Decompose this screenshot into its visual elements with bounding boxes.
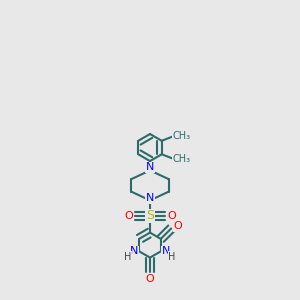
Text: O: O xyxy=(146,274,154,284)
Text: N: N xyxy=(146,193,154,203)
Text: O: O xyxy=(167,211,176,221)
Text: S: S xyxy=(146,209,154,223)
Text: N: N xyxy=(162,246,170,256)
Text: H: H xyxy=(124,252,132,262)
Text: N: N xyxy=(130,246,138,256)
Text: CH₃: CH₃ xyxy=(172,154,190,164)
Text: O: O xyxy=(173,221,182,231)
Text: H: H xyxy=(168,252,176,262)
Text: N: N xyxy=(146,162,154,172)
Text: O: O xyxy=(124,211,133,221)
Text: CH₃: CH₃ xyxy=(172,130,190,141)
